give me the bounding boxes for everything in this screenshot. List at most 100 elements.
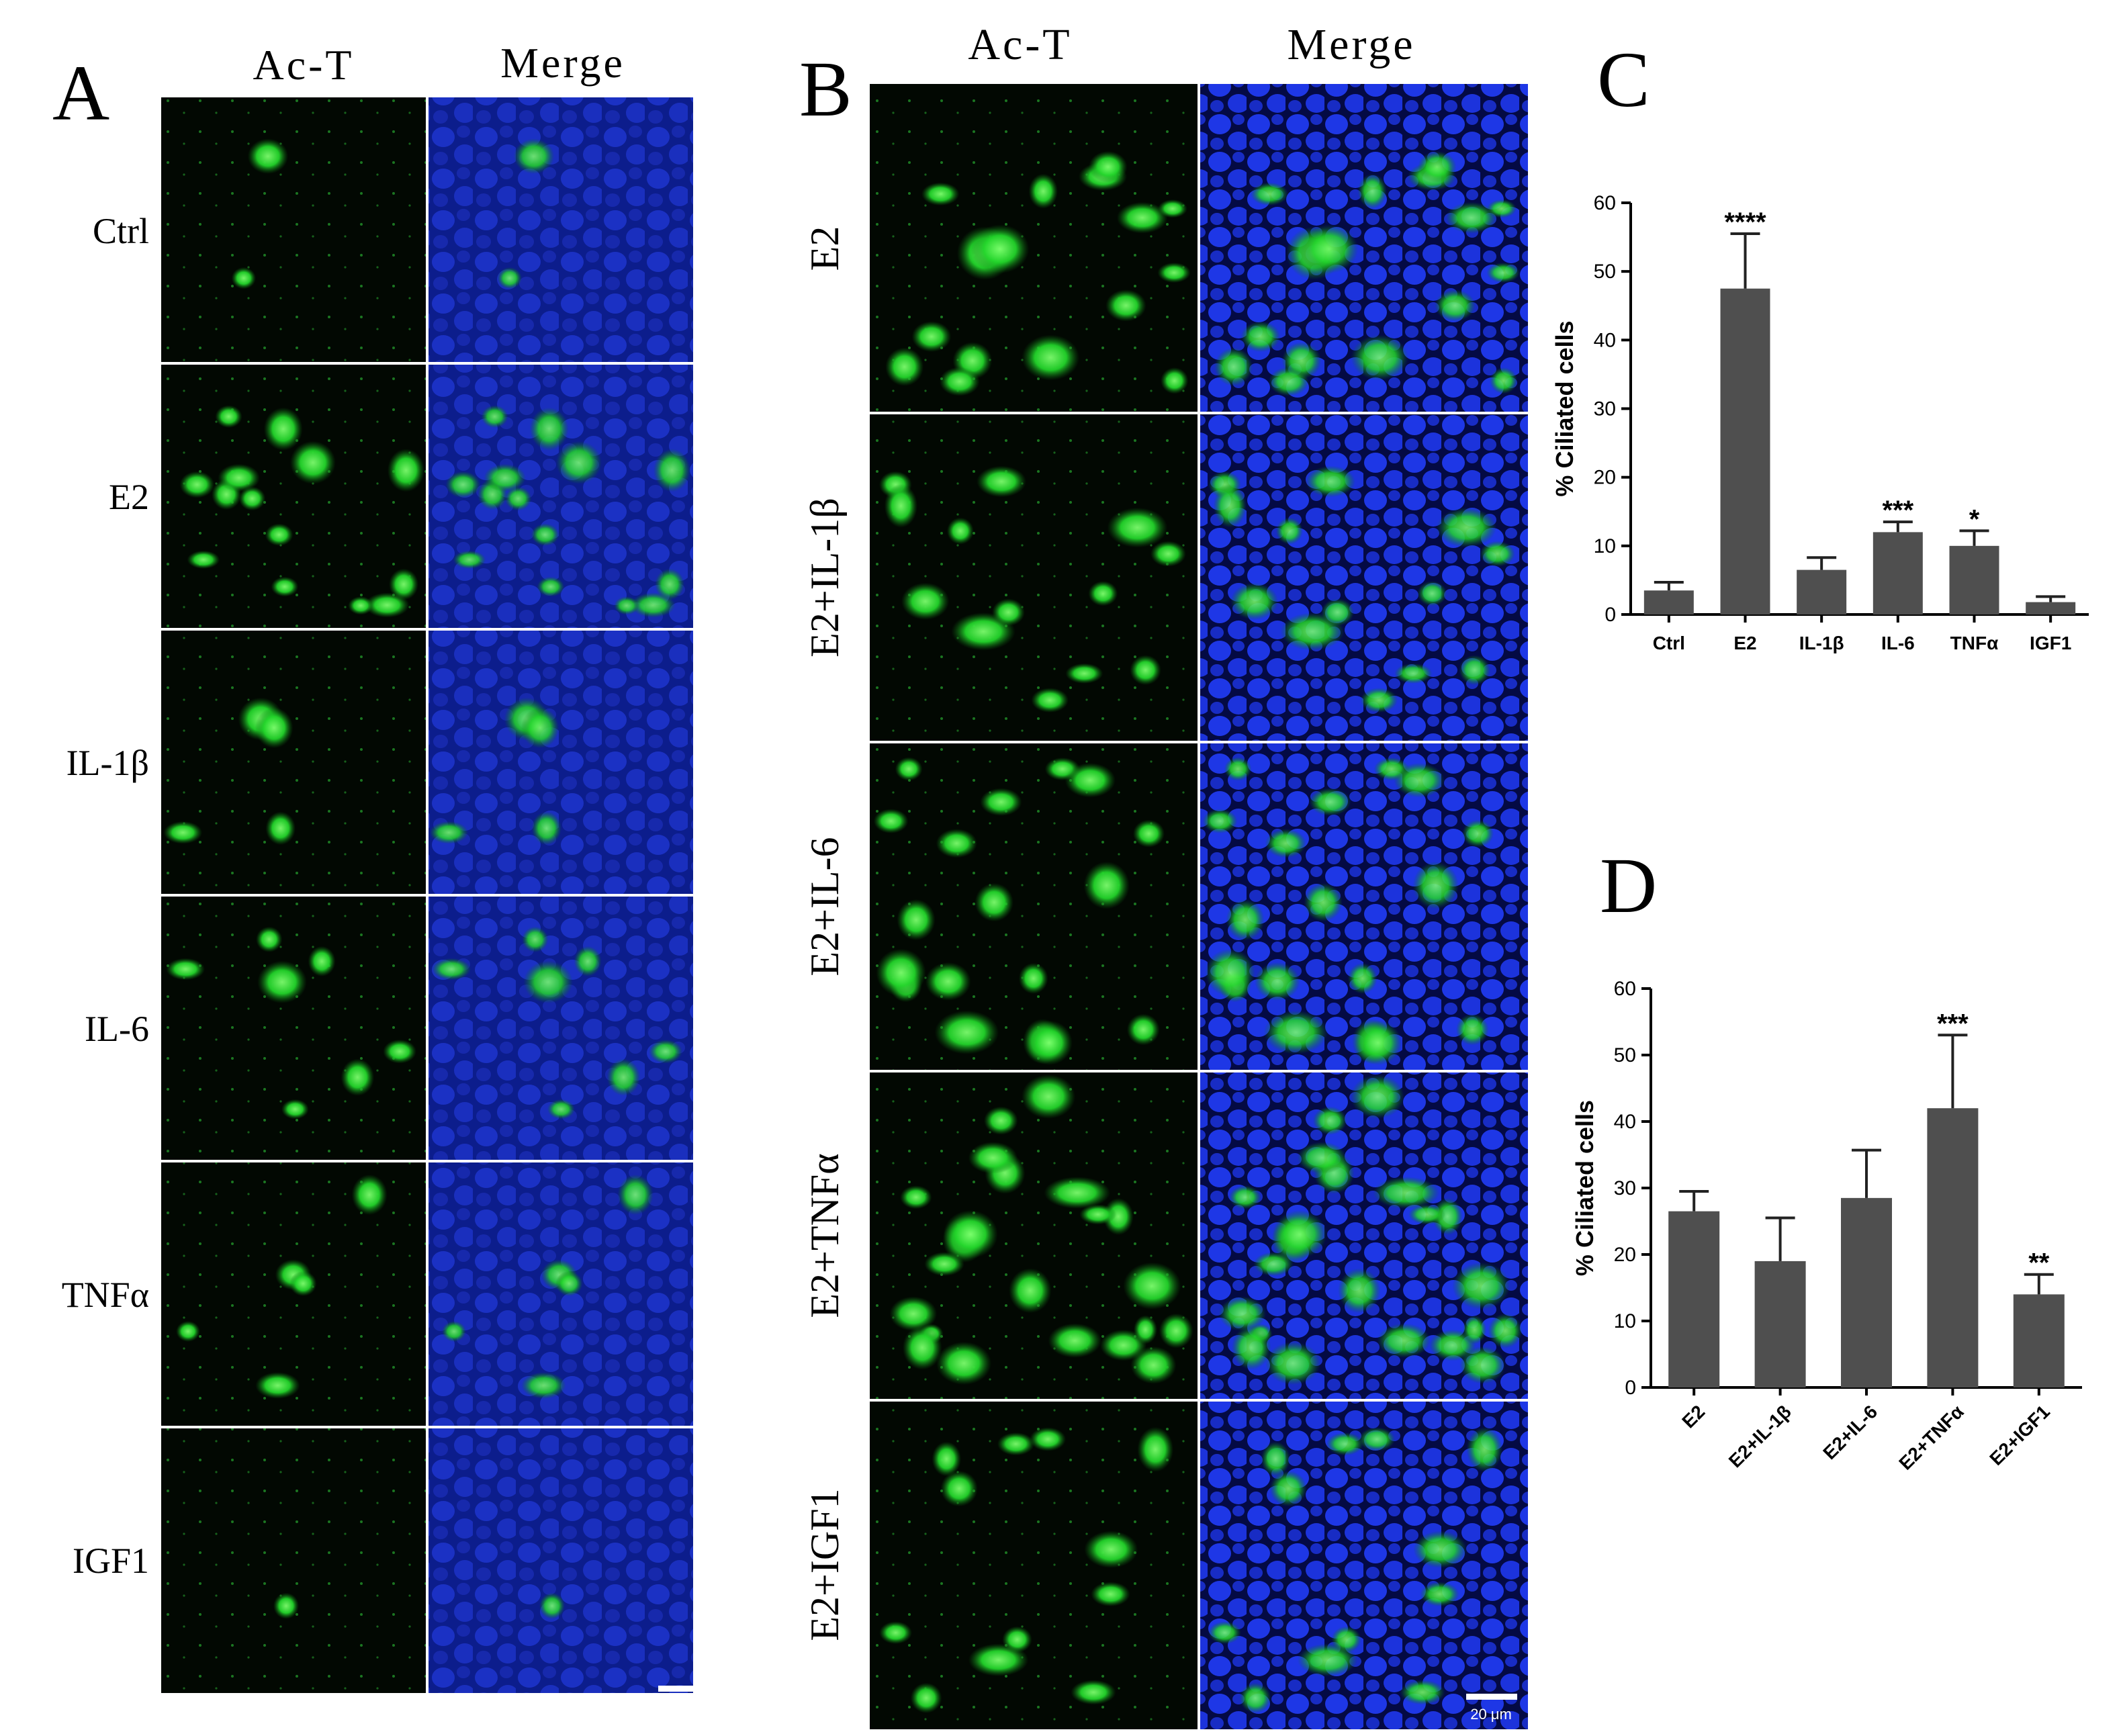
bar-e2: [1668, 1211, 1720, 1387]
panel-a-scale-bar: 20 μm: [658, 1686, 696, 1710]
significance-e2: ****: [1724, 208, 1766, 237]
panel-b-image-grid: [870, 84, 1528, 1729]
micrograph-a-tnfa-act: [161, 1161, 427, 1427]
bar-e2-plus-il-1b: [1754, 1261, 1806, 1387]
micrograph-b-e2-plus-il-1b-merge: [1199, 413, 1528, 742]
panel-a-image-grid: [161, 97, 693, 1693]
x-tick-label-e2-plus-il-6: E2+IL-6: [1819, 1401, 1881, 1463]
panel-letter-b: B: [799, 45, 852, 133]
micrograph-a-ctrl-act: [161, 97, 427, 363]
y-tick-label: 40: [1594, 329, 1616, 351]
significance-il-6: ***: [1882, 496, 1913, 525]
error-bar-e2-plus-il-6: [1852, 1148, 1881, 1198]
panel-b-row-label-e2-plus-tnfa: E2+TNFα: [803, 1153, 847, 1318]
y-tick-label: 50: [1614, 1044, 1636, 1066]
x-tick-label-e2-plus-igf1: E2+IGF1: [1985, 1401, 2054, 1469]
y-tick-label: 0: [1605, 604, 1616, 626]
micrograph-b-e2-merge: [1199, 84, 1528, 413]
micrograph-a-il-6-act: [161, 895, 427, 1161]
micrograph-a-il-1b-merge: [427, 629, 693, 895]
micrograph-a-il-6-merge: [427, 895, 693, 1161]
y-tick-label: 40: [1614, 1111, 1636, 1133]
micrograph-a-ctrl-merge: [427, 97, 693, 363]
micrograph-a-e2-merge: [427, 363, 693, 629]
bar-e2-plus-il-6: [1841, 1197, 1892, 1387]
panel-letter-d: D: [1600, 841, 1657, 929]
panel-b-scale-bar: 20 μm: [1466, 1694, 1517, 1723]
panel-letter-c: C: [1597, 36, 1650, 124]
panel-letter-a: A: [52, 49, 109, 137]
y-tick-label: 10: [1614, 1310, 1636, 1332]
error-bar-e2: [1730, 232, 1760, 289]
micrograph-b-e2-plus-il-6-act: [870, 742, 1199, 1071]
y-tick-label: 10: [1594, 535, 1616, 557]
x-tick-label-igf1: IGF1: [2030, 633, 2071, 653]
error-bar-tnfa: [1959, 529, 1989, 546]
micrograph-a-e2-act: [161, 363, 427, 629]
panel-a-row-label-il-1b: IL-1β: [66, 743, 149, 783]
x-tick-label-e2: E2: [1733, 633, 1756, 653]
x-tick-label-e2: E2: [1678, 1401, 1709, 1432]
panel-b-row-label-e2-plus-il-1b: E2+IL-1β: [803, 498, 847, 657]
y-tick-label: 20: [1594, 467, 1616, 489]
panel-b-row-label-e2-plus-il-6: E2+IL-6: [803, 837, 847, 976]
error-bar-e2-plus-igf1: [2024, 1273, 2054, 1295]
panel-a-row-label-il-6: IL-6: [85, 1009, 149, 1049]
significance-tnfa: *: [1969, 504, 1980, 534]
panel-a-row-label-igf1: IGF1: [73, 1541, 149, 1581]
micrograph-a-igf1-act: [161, 1427, 427, 1693]
micrograph-b-e2-plus-tnfa-merge: [1199, 1071, 1528, 1400]
micrograph-a-igf1-merge: [427, 1427, 693, 1693]
bar-il-6: [1872, 532, 1923, 614]
panel-b-col-header-act: Ac-T: [968, 20, 1072, 69]
error-bar-ctrl: [1654, 580, 1684, 591]
panel-a-scale-bar-label: 20 μm: [658, 1695, 696, 1710]
panel-a-col-header-act: Ac-T: [253, 41, 354, 89]
bar-e2-plus-tnfa: [1927, 1108, 1979, 1387]
panel-a-row-label-e2: E2: [109, 477, 149, 517]
significance-e2-plus-tnfa: ***: [1937, 1009, 1969, 1038]
panel-a-row-label-tnfa: TNFα: [62, 1275, 149, 1315]
bar-ctrl: [1643, 590, 1694, 614]
panel-b-scale-bar-label: 20 μm: [1470, 1706, 1512, 1723]
panel-b-row-label-e2: E2: [803, 226, 847, 271]
x-tick-label-e2-plus-tnfa: E2+TNFα: [1895, 1401, 1967, 1473]
x-tick-label-ctrl: Ctrl: [1653, 633, 1685, 653]
y-tick-label: 30: [1614, 1177, 1636, 1199]
micrograph-b-e2-plus-il-6-merge: [1199, 742, 1528, 1071]
error-bar-e2: [1679, 1189, 1709, 1212]
bar-e2: [1720, 288, 1770, 614]
x-tick-label-il-6: IL-6: [1881, 633, 1915, 653]
error-bar-il-6: [1883, 520, 1913, 533]
panel-a-row-label-ctrl: Ctrl: [93, 211, 149, 251]
y-tick-label: 0: [1625, 1377, 1636, 1399]
bar-il-1b: [1797, 569, 1847, 614]
y-tick-label: 60: [1614, 978, 1636, 1000]
bar-igf1: [2026, 602, 2076, 614]
y-tick-label: 50: [1594, 261, 1616, 283]
bar-e2-plus-igf1: [2013, 1294, 2065, 1387]
micrograph-b-e2-plus-il-1b-act: [870, 413, 1199, 742]
bar-tnfa: [1949, 545, 1999, 614]
panel-b-col-header-merge: Merge: [1287, 20, 1415, 69]
y-axis-label: % Ciliated cells: [1571, 1100, 1598, 1276]
micrograph-b-e2-plus-tnfa-act: [870, 1071, 1199, 1400]
x-tick-label-e2-plus-il-1b: E2+IL-1β: [1725, 1401, 1795, 1471]
bar-chart-d: 0 10 20 30 40 50 60 % Ciliated cells E2 E2+IL-1β E…: [1571, 978, 2082, 1474]
error-bar-igf1: [2036, 595, 2066, 602]
panel-a-col-header-merge: Merge: [500, 39, 625, 87]
significance-e2-plus-igf1: **: [2028, 1248, 2050, 1278]
y-tick-label: 30: [1594, 398, 1616, 420]
error-bar-il-1b: [1807, 556, 1837, 570]
x-tick-label-il-1b: IL-1β: [1799, 633, 1844, 653]
micrograph-b-e2-plus-igf1-merge: [1199, 1400, 1528, 1729]
error-bar-e2-plus-il-1b: [1765, 1216, 1795, 1261]
y-tick-label: 60: [1594, 192, 1616, 214]
micrograph-b-e2-plus-igf1-act: [870, 1400, 1199, 1729]
y-axis-label: % Ciliated cells: [1551, 320, 1578, 496]
micrograph-a-tnfa-merge: [427, 1161, 693, 1427]
error-bar-e2-plus-tnfa: [1938, 1034, 1968, 1109]
micrograph-a-il-1b-act: [161, 629, 427, 895]
